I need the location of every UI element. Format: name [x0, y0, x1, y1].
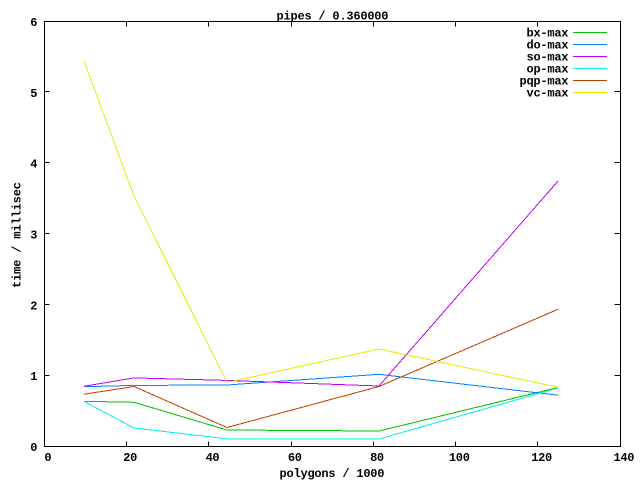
svg-text:time / millisec: time / millisec: [11, 182, 25, 288]
svg-text:so-max: so-max: [527, 51, 569, 65]
svg-text:0: 0: [44, 451, 51, 465]
svg-text:100: 100: [449, 451, 470, 465]
svg-text:vc-max: vc-max: [527, 87, 569, 101]
svg-text:do-max: do-max: [527, 39, 569, 53]
svg-text:pqp-max: pqp-max: [520, 75, 569, 89]
svg-text:6: 6: [30, 16, 37, 30]
svg-text:3: 3: [30, 229, 37, 243]
svg-text:80: 80: [370, 451, 384, 465]
svg-text:1: 1: [30, 370, 37, 384]
svg-text:bx-max: bx-max: [527, 27, 569, 41]
svg-text:20: 20: [123, 451, 137, 465]
svg-text:4: 4: [30, 158, 37, 172]
svg-text:60: 60: [288, 451, 302, 465]
svg-text:140: 140: [614, 451, 635, 465]
svg-text:5: 5: [30, 87, 37, 101]
svg-text:120: 120: [531, 451, 552, 465]
svg-text:2: 2: [30, 299, 37, 313]
svg-text:40: 40: [206, 451, 220, 465]
svg-text:0: 0: [30, 441, 37, 455]
svg-text:pipes / 0.360000: pipes / 0.360000: [277, 10, 389, 24]
svg-text:polygons / 1000: polygons / 1000: [280, 467, 385, 480]
svg-text:op-max: op-max: [527, 63, 569, 77]
